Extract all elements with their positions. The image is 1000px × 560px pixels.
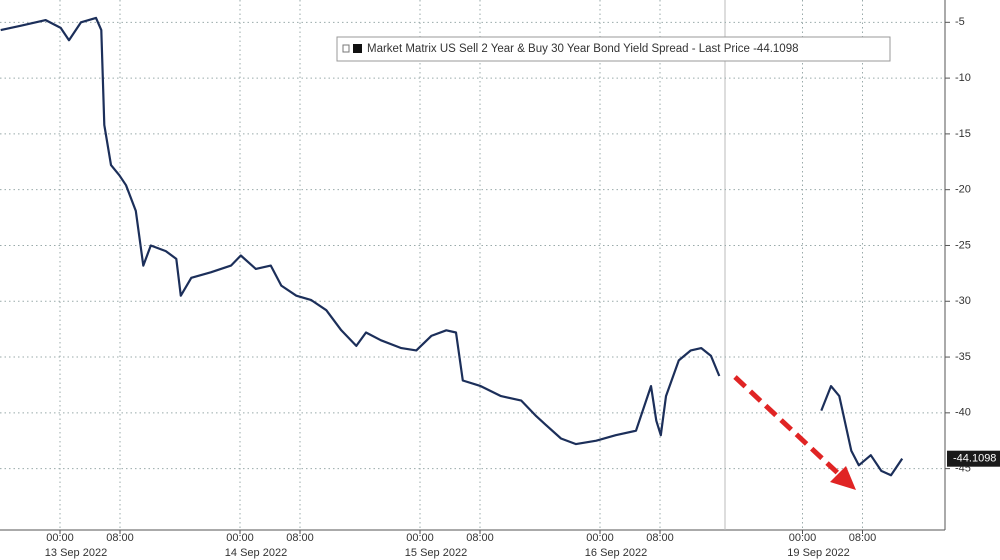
x-tick-label: 00:00: [406, 532, 434, 544]
x-tick-label: 08:00: [106, 532, 134, 544]
x-tick-label: 00:00: [586, 532, 614, 544]
series-line: [0, 16, 904, 477]
x-tick-label: 08:00: [646, 532, 674, 544]
y-tick-label: -30: [955, 295, 971, 307]
y-tick-label: -25: [955, 239, 971, 251]
date-label: 13 Sep 2022: [45, 547, 107, 559]
y-tick-label: -40: [955, 407, 971, 419]
x-tick-label: 08:00: [466, 532, 494, 544]
arrow-shaft: [733, 375, 844, 479]
y-tick-label: -5: [955, 16, 965, 28]
date-label: 16 Sep 2022: [585, 547, 647, 559]
y-tick-label: -20: [955, 184, 971, 196]
last-price-label: -44.1098: [953, 453, 996, 465]
arrow-head: [830, 466, 856, 490]
legend-box: [336, 36, 891, 62]
y-tick-label: -35: [955, 351, 971, 363]
legend-swatch: [353, 44, 362, 53]
x-tick-label: 08:00: [849, 532, 877, 544]
x-tick-label: 00:00: [46, 532, 74, 544]
annotation-arrow: [733, 375, 856, 490]
x-tick-label: 00:00: [789, 532, 817, 544]
date-label: 19 Sep 2022: [787, 547, 849, 559]
legend: Market Matrix US Sell 2 Year & Buy 30 Ye…: [336, 36, 891, 62]
x-tick-label: 08:00: [286, 532, 314, 544]
last-price-tag: [947, 450, 1000, 467]
x-tick-label: 00:00: [226, 532, 254, 544]
legend-label: Market Matrix US Sell 2 Year & Buy 30 Ye…: [367, 43, 799, 55]
y-tick-label: -10: [955, 72, 971, 84]
y-tick-label: -15: [955, 128, 971, 140]
date-label: 15 Sep 2022: [405, 547, 467, 559]
date-label: 14 Sep 2022: [225, 547, 287, 559]
legend-icon: [342, 44, 350, 53]
